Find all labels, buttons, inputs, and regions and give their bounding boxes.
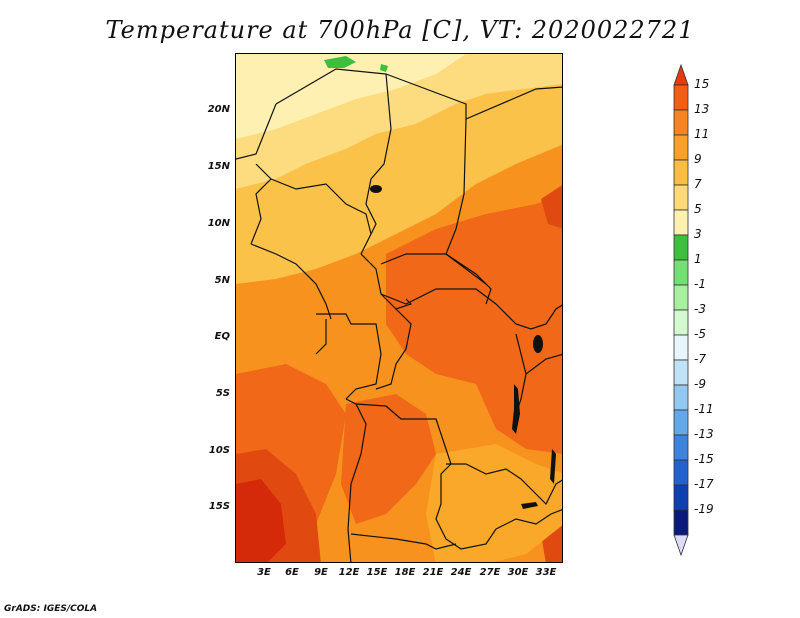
colorbar-label: 1 — [694, 252, 702, 266]
border-eq-guinea — [315, 319, 327, 355]
colorbar-box — [673, 459, 689, 486]
lon-label-30e: 30E — [507, 567, 529, 578]
border-chad-sudan — [445, 118, 487, 285]
lake-tanganyika — [512, 384, 520, 434]
colorbar-box — [673, 409, 689, 436]
colorbar-box — [673, 259, 689, 286]
colorbar-label: -19 — [694, 502, 714, 516]
colorbar-box — [673, 309, 689, 336]
lat-label-5n: 5N — [214, 275, 230, 286]
colorbar-box — [673, 234, 689, 261]
lon-label-6e: 6E — [285, 567, 299, 578]
colorbar-box — [673, 134, 689, 161]
green-patch — [324, 56, 356, 68]
lakes — [370, 185, 556, 509]
lat-label-5s: 5S — [215, 388, 230, 399]
border-niger-north — [275, 68, 392, 180]
colorbar-label: -13 — [694, 427, 714, 441]
colorbar-box — [673, 184, 689, 211]
colorbar-box — [673, 84, 689, 111]
mild-band — [236, 84, 562, 284]
colorbar-box — [673, 484, 689, 511]
northern-light-zone — [236, 54, 466, 139]
border-nigeria-cameroon — [250, 243, 332, 320]
hottest-zone — [236, 479, 286, 562]
colorbar-label: -1 — [694, 277, 706, 291]
colorbar-box — [673, 284, 689, 311]
lake-chad — [370, 185, 382, 193]
colorbar-label: 3 — [694, 227, 702, 241]
border-namibia — [350, 533, 457, 550]
chart-title: Temperature at 700hPa [C], VT: 202002272… — [105, 16, 695, 44]
map-canvas — [236, 54, 562, 562]
colorbar-box — [673, 509, 689, 536]
lake-victoria — [533, 335, 543, 353]
border-cameroon-car — [360, 253, 413, 310]
border-congo-drc — [375, 308, 412, 390]
border-zambia-zimbabwe — [495, 509, 562, 530]
colorbar-label: -17 — [694, 477, 714, 491]
lat-label-10s: 10S — [208, 445, 230, 456]
country-borders — [236, 68, 562, 562]
colorbar-label: 7 — [694, 177, 702, 191]
credit-text: GrADS: IGES/COLA — [4, 604, 98, 614]
border-gabon-congo — [316, 313, 382, 400]
colorbar-label: -15 — [694, 452, 714, 466]
lat-label-20n: 20N — [207, 104, 230, 115]
lat-label-15n: 15N — [207, 161, 230, 172]
warm-congo-zone — [386, 194, 562, 454]
border-malawi — [535, 479, 562, 506]
lat-label-eq: EQ — [214, 331, 230, 342]
warm-angola-zone — [341, 394, 436, 524]
colorbar-box — [673, 159, 689, 186]
lon-label-9e: 9E — [314, 567, 328, 578]
lat-label-15s: 15S — [208, 501, 230, 512]
lake-malawi — [550, 449, 556, 484]
lon-label-33e: 33E — [535, 567, 557, 578]
green-patch-small — [380, 64, 388, 72]
southeast-mild-zone — [426, 444, 562, 562]
lon-label-24e: 24E — [450, 567, 472, 578]
colorbar-top-triangle — [673, 63, 689, 86]
hot-east-patch — [541, 185, 562, 229]
lat-label-10n: 10N — [207, 218, 230, 229]
border-car-north — [380, 253, 492, 305]
colorbar-box — [673, 434, 689, 461]
border-tanzania — [525, 353, 562, 375]
lon-label-27e: 27E — [479, 567, 501, 578]
colorbar-label: -7 — [694, 352, 706, 366]
lon-label-18e: 18E — [394, 567, 416, 578]
border-benin — [250, 163, 272, 245]
colorbar-box — [673, 384, 689, 411]
colorbar-box — [673, 334, 689, 361]
colorbar-box — [673, 359, 689, 386]
border-mali-niger — [236, 103, 277, 160]
colorbar-label: -11 — [694, 402, 714, 416]
colorbar-box — [673, 209, 689, 236]
lon-label-15e: 15E — [366, 567, 388, 578]
border-drc-zambia — [446, 463, 537, 495]
lake-kariba — [521, 502, 538, 509]
lon-label-3e: 3E — [257, 567, 271, 578]
border-car-south — [380, 288, 497, 305]
colorbar-label: -3 — [694, 302, 706, 316]
lon-label-12e: 12E — [338, 567, 360, 578]
border-chad-lake — [365, 178, 377, 235]
colorbar-label: 9 — [694, 152, 702, 166]
colorbar-label: 15 — [694, 77, 710, 91]
colorbar-label: 11 — [694, 127, 710, 141]
border-angola-coast — [347, 403, 367, 562]
colorbar-bottom-triangle — [673, 534, 689, 557]
colorbar-label: 5 — [694, 202, 702, 216]
colorbar-box — [673, 109, 689, 136]
colorbar-label: -5 — [694, 327, 706, 341]
temperature-map — [235, 53, 563, 563]
lon-label-21e: 21E — [422, 567, 444, 578]
border-drc-uganda — [495, 303, 562, 330]
colorbar — [673, 63, 689, 557]
colorbar-label: 13 — [694, 102, 710, 116]
border-angola-zambia — [435, 448, 497, 550]
colorbar-label: -9 — [694, 377, 706, 391]
